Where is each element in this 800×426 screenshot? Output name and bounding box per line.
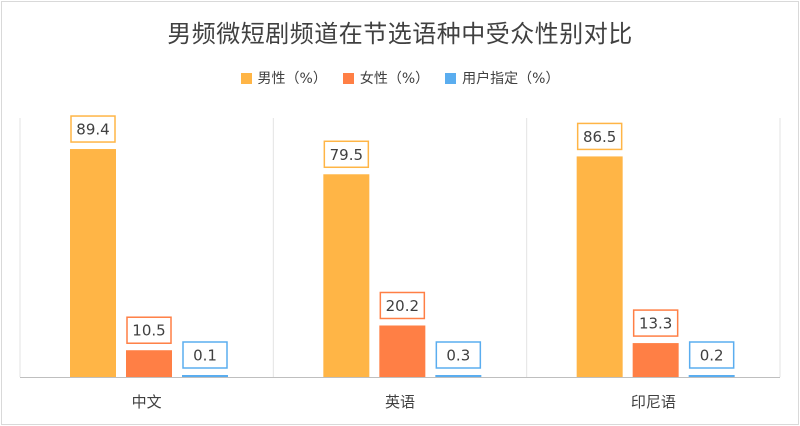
bar-female-2 <box>632 343 679 377</box>
data-label-male-2: 86.5 <box>583 128 616 146</box>
bar-male-2 <box>576 156 623 377</box>
category-label-1: 英语 <box>385 393 415 411</box>
bar-female-0 <box>126 350 172 377</box>
data-label-box-female-2 <box>632 309 679 337</box>
legend-swatch-female <box>342 72 354 84</box>
legend: 男性（%） 女性（%） 用户指定（%） <box>0 68 800 88</box>
data-label-box-user-specified-2 <box>688 341 735 369</box>
data-label-box-user-specified-0 <box>182 341 228 369</box>
data-label-box-male-1 <box>323 140 370 169</box>
data-label-box-female-0 <box>126 316 172 344</box>
legend-swatch-male <box>240 72 252 84</box>
chart-title: 男频微短剧频道在节选语种中受众性别对比 <box>167 20 633 48</box>
legend-label-male: 男性（%） <box>257 71 327 87</box>
legend-item-female: 女性（%） <box>342 68 430 88</box>
legend-item-user-specified: 用户指定（%） <box>445 68 559 88</box>
legend-label-user-specified: 用户指定（%） <box>462 71 560 87</box>
data-label-box-male-2 <box>576 122 623 151</box>
bar-user-specified-2 <box>688 375 735 377</box>
data-label-male-0: 89.4 <box>76 121 109 139</box>
data-label-box-user-specified-1 <box>435 341 482 369</box>
bar-female-1 <box>379 325 426 377</box>
data-label-male-1: 79.5 <box>330 146 363 164</box>
data-label-user-specified-2: 0.2 <box>700 347 724 365</box>
category-label-2: 印尼语 <box>631 393 676 411</box>
data-label-female-2: 13.3 <box>639 315 672 333</box>
legend-label-female: 女性（%） <box>359 71 430 87</box>
data-label-female-0: 10.5 <box>132 322 165 340</box>
bar-male-1 <box>323 174 370 377</box>
legend-swatch-user-specified <box>445 72 457 84</box>
data-label-female-1: 20.2 <box>386 297 419 315</box>
data-label-user-specified-1: 0.3 <box>446 347 470 365</box>
data-label-box-female-1 <box>379 291 426 320</box>
legend-item-male: 男性（%） <box>240 68 327 88</box>
bar-user-specified-0 <box>182 375 228 377</box>
bar-user-specified-1 <box>435 375 482 377</box>
category-label-0: 中文 <box>132 393 162 411</box>
data-label-user-specified-0: 0.1 <box>193 347 217 365</box>
data-label-box-male-0 <box>70 115 116 143</box>
bar-male-0 <box>70 149 116 377</box>
